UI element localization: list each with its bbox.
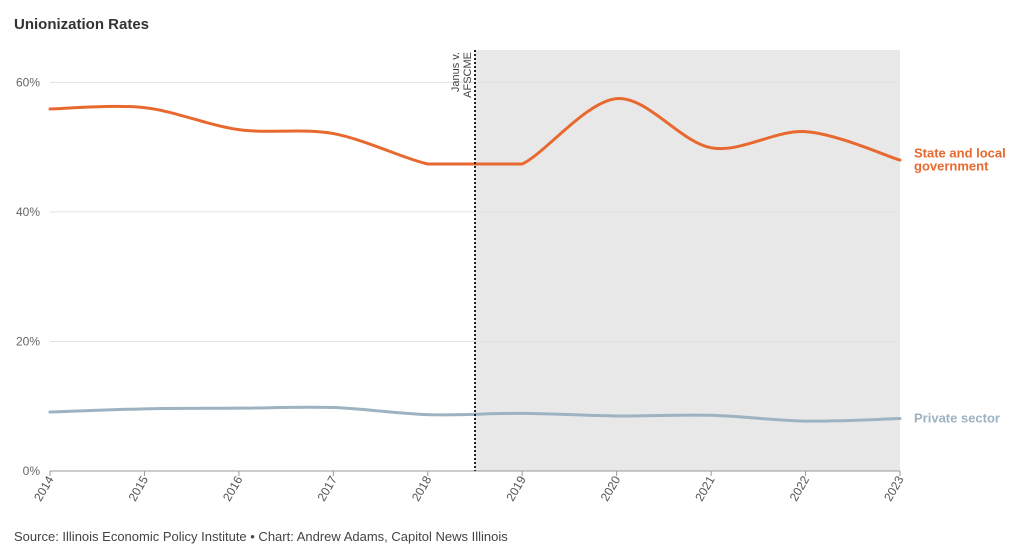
x-tick-label: 2017 (314, 473, 340, 503)
y-tick-label: 20% (16, 334, 40, 348)
x-tick-label: 2023 (881, 473, 907, 503)
y-tick-label: 60% (16, 75, 40, 89)
annotation-line: AFSCME (462, 52, 474, 98)
x-tick-label: 2015 (126, 473, 152, 503)
shaded-region (475, 50, 900, 471)
x-tick-label: 2019 (503, 473, 529, 503)
x-tick-label: 2016 (220, 473, 246, 503)
series-label: State and local (914, 146, 1006, 161)
chart-title: Unionization Rates (14, 16, 150, 33)
janus-annotation: Janus v.AFSCME (450, 52, 474, 98)
source-note: Source: Illinois Economic Policy Institu… (14, 529, 508, 544)
x-tick-label: 2022 (787, 473, 813, 503)
series-label: government (914, 159, 989, 174)
x-tick-label: 2018 (409, 473, 435, 503)
y-tick-label: 0% (23, 464, 41, 478)
annotation-line: Janus v. (450, 52, 462, 92)
series-label: Private sector (914, 411, 1000, 426)
series-line-state-local-government (48, 97, 902, 166)
x-tick-label: 2020 (598, 473, 624, 503)
x-tick-label: 2021 (692, 473, 718, 503)
y-tick-label: 40% (16, 205, 40, 219)
